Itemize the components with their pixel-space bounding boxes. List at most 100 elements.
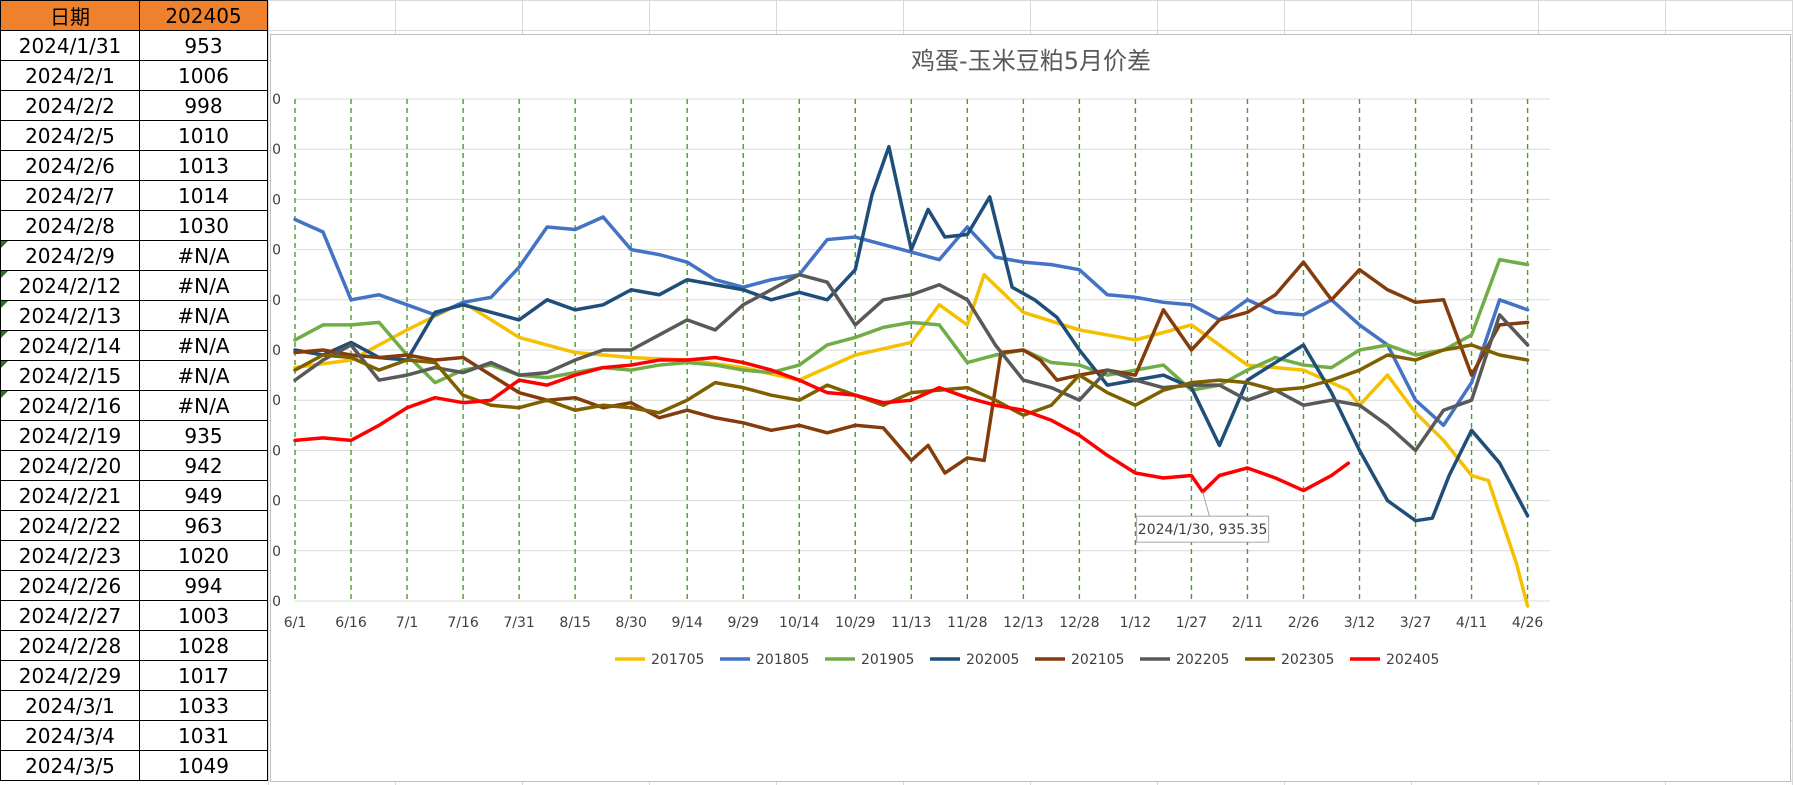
- y-tick-label: 2100: [271, 192, 281, 208]
- value-cell[interactable]: 963: [139, 510, 268, 541]
- date-cell[interactable]: 2024/2/14: [0, 330, 140, 361]
- error-indicator-icon: [1, 301, 8, 308]
- date-cell[interactable]: 2024/2/16: [0, 390, 140, 421]
- x-tick-label: 11/28: [947, 615, 987, 631]
- x-tick-label: 7/1: [396, 615, 419, 631]
- date-cell[interactable]: 2024/2/28: [0, 630, 140, 661]
- legend-label: 202305: [1281, 652, 1334, 668]
- y-tick-label: 700: [271, 544, 281, 560]
- date-cell[interactable]: 2024/2/6: [0, 150, 140, 181]
- table-header-cell[interactable]: 日期: [0, 0, 140, 31]
- date-cell[interactable]: 2024/3/1: [0, 690, 140, 721]
- table-row: 2024/2/2 998: [0, 90, 268, 121]
- series-line-202205[interactable]: [293, 272, 1530, 453]
- y-tick-label: 2300: [271, 142, 281, 158]
- value-cell[interactable]: 935: [139, 420, 268, 451]
- value-cell[interactable]: 1020: [139, 540, 268, 571]
- value-cell[interactable]: #N/A: [139, 300, 268, 331]
- x-tick-label: 6/16: [335, 615, 367, 631]
- date-cell[interactable]: 2024/2/26: [0, 570, 140, 601]
- value-cell[interactable]: 994: [139, 570, 268, 601]
- legend-label: 202405: [1386, 652, 1439, 668]
- value-cell[interactable]: 1049: [139, 750, 268, 781]
- table-row: 2024/2/5 1010: [0, 120, 268, 151]
- series-line-202405[interactable]: [293, 355, 1351, 494]
- y-tick-label: 900: [271, 494, 281, 510]
- value-cell[interactable]: 1006: [139, 60, 268, 91]
- date-cell[interactable]: 2024/1/31: [0, 30, 140, 61]
- value-cell[interactable]: 1017: [139, 660, 268, 691]
- x-tick-label: 7/16: [447, 615, 479, 631]
- date-cell[interactable]: 2024/2/19: [0, 420, 140, 451]
- table-row: 2024/3/5 1049: [0, 750, 268, 781]
- x-tick-label: 2/11: [1232, 615, 1263, 631]
- value-cell[interactable]: #N/A: [139, 270, 268, 301]
- table-row: 2024/2/13 #N/A: [0, 300, 268, 331]
- series-line-202105[interactable]: [293, 260, 1530, 475]
- date-cell[interactable]: 2024/2/12: [0, 270, 140, 301]
- value-cell[interactable]: 953: [139, 30, 268, 61]
- date-cell[interactable]: 2024/2/2: [0, 90, 140, 121]
- value-cell[interactable]: 998: [139, 90, 268, 121]
- table-header-cell[interactable]: 202405: [139, 0, 268, 31]
- x-tick-label: 7/31: [503, 615, 534, 631]
- value-cell[interactable]: 1010: [139, 120, 268, 151]
- date-cell[interactable]: 2024/2/8: [0, 210, 140, 241]
- value-cell[interactable]: 1014: [139, 180, 268, 211]
- table-row: 2024/2/19 935: [0, 420, 268, 451]
- series-line-201705[interactable]: [293, 272, 1530, 608]
- date-cell[interactable]: 2024/2/9: [0, 240, 140, 271]
- table-row: 2024/2/29 1017: [0, 660, 268, 691]
- date-cell[interactable]: 2024/2/22: [0, 510, 140, 541]
- table-row: 2024/2/20 942: [0, 450, 268, 481]
- value-cell[interactable]: 1013: [139, 150, 268, 181]
- table-row: 2024/2/22 963: [0, 510, 268, 541]
- table-row: 2024/1/31 953: [0, 30, 268, 61]
- table-row: 2024/2/8 1030: [0, 210, 268, 241]
- value-cell[interactable]: 949: [139, 480, 268, 511]
- date-cell[interactable]: 2024/2/15: [0, 360, 140, 391]
- series-line-201805[interactable]: [293, 215, 1530, 428]
- table-row: 2024/2/6 1013: [0, 150, 268, 181]
- value-cell[interactable]: #N/A: [139, 360, 268, 391]
- x-tick-label: 10/14: [779, 615, 819, 631]
- date-cell[interactable]: 2024/2/13: [0, 300, 140, 331]
- value-cell[interactable]: 1003: [139, 600, 268, 631]
- value-cell[interactable]: #N/A: [139, 240, 268, 271]
- value-cell[interactable]: #N/A: [139, 330, 268, 361]
- value-cell[interactable]: #N/A: [139, 390, 268, 421]
- annotation-box: [1136, 515, 1270, 543]
- value-cell[interactable]: 1031: [139, 720, 268, 751]
- date-cell[interactable]: 2024/2/23: [0, 540, 140, 571]
- x-tick-label: 8/15: [559, 615, 590, 631]
- y-tick-label: 1700: [271, 293, 281, 309]
- y-tick-label: 500: [271, 594, 281, 610]
- y-tick-label: 1500: [271, 343, 281, 359]
- x-tick-label: 8/30: [615, 615, 646, 631]
- table-header-row: 日期 202405: [0, 0, 268, 31]
- series-line-202005[interactable]: [293, 144, 1530, 523]
- date-cell[interactable]: 2024/2/1: [0, 60, 140, 91]
- date-cell[interactable]: 2024/2/27: [0, 600, 140, 631]
- legend: 201705 201805 201905 202005 202105 202205 2023…: [615, 652, 1439, 668]
- date-cell[interactable]: 2024/2/29: [0, 660, 140, 691]
- value-cell[interactable]: 1030: [139, 210, 268, 241]
- y-tick-label: 1900: [271, 243, 281, 259]
- x-tick-label: 6/1: [284, 615, 307, 631]
- value-cell[interactable]: 942: [139, 450, 268, 481]
- date-cell[interactable]: 2024/2/5: [0, 120, 140, 151]
- date-cell[interactable]: 2024/2/7: [0, 180, 140, 211]
- value-cell[interactable]: 1028: [139, 630, 268, 661]
- date-cell[interactable]: 2024/2/21: [0, 480, 140, 511]
- series-line-202305[interactable]: [293, 343, 1530, 418]
- value-cell[interactable]: 1033: [139, 690, 268, 721]
- x-tick-label: 4/26: [1512, 615, 1544, 631]
- x-tick-label: 9/14: [671, 615, 703, 631]
- x-tick-label: 12/13: [1003, 615, 1043, 631]
- date-cell[interactable]: 2024/3/4: [0, 720, 140, 751]
- date-cell[interactable]: 2024/3/5: [0, 750, 140, 781]
- date-cell[interactable]: 2024/2/20: [0, 450, 140, 481]
